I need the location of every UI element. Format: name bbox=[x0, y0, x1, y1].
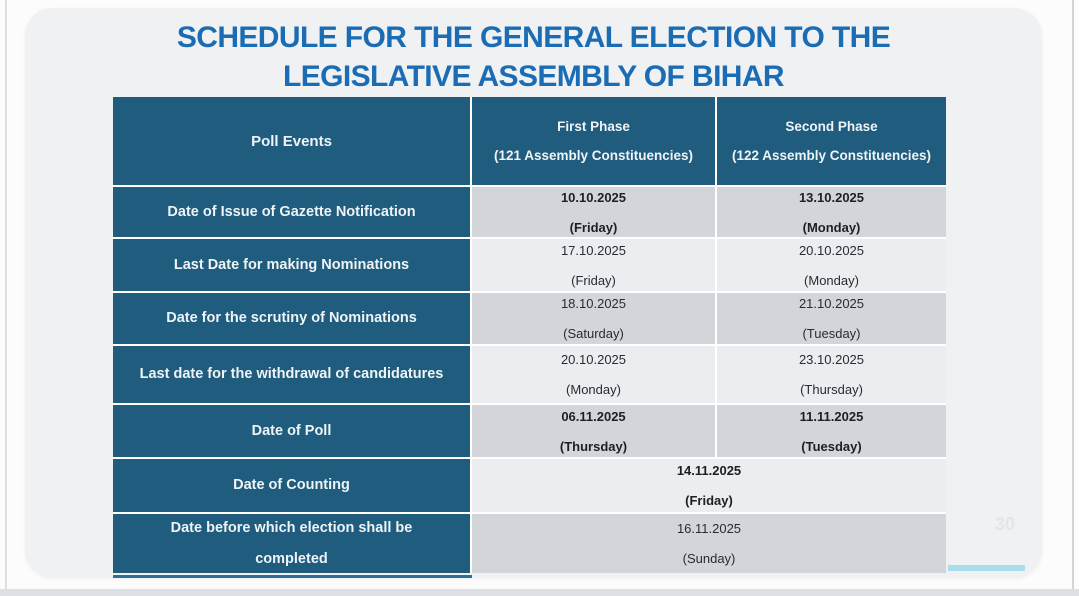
value-date: 21.10.2025 bbox=[798, 296, 865, 311]
phase1-value-cell: 17.10.2025 (Friday) bbox=[472, 239, 715, 291]
row-label: Date of Counting bbox=[233, 477, 350, 493]
row-label: Last Date for making Nominations bbox=[173, 256, 410, 273]
value-day: (Tuesday) bbox=[801, 438, 862, 454]
window-bottom-band bbox=[0, 589, 1079, 596]
value-day: (Sunday) bbox=[682, 551, 736, 566]
row-label: Last date for the withdrawal of candidat… bbox=[139, 366, 444, 382]
header-cell-poll-events: Poll Events bbox=[113, 97, 470, 185]
header-phase-constituencies: (122 Assembly Constituencies) bbox=[731, 148, 932, 163]
presentation-slide: SCHEDULE FOR THE GENERAL ELECTION TO THE… bbox=[25, 8, 1042, 578]
phase2-value-cell: 13.10.2025 (Monday) bbox=[717, 187, 946, 237]
header-cell-second-phase: Second Phase (122 Assembly Constituencie… bbox=[717, 97, 946, 185]
value-date: 18.10.2025 bbox=[560, 296, 627, 311]
value-day: (Monday) bbox=[802, 219, 861, 235]
value-date: 20.10.2025 bbox=[798, 242, 865, 258]
phase2-value-cell: 21.10.2025 (Tuesday) bbox=[717, 293, 946, 344]
phase2-value-cell: 23.10.2025 (Thursday) bbox=[717, 346, 946, 403]
phase2-value-cell: 11.11.2025 (Tuesday) bbox=[717, 405, 946, 457]
merged-value-cell: 16.11.2025 (Sunday) bbox=[472, 514, 946, 573]
value-date: 20.10.2025 bbox=[560, 352, 627, 367]
value-date: 23.10.2025 bbox=[798, 352, 865, 367]
value-day: (Friday) bbox=[571, 272, 616, 288]
header-phase-constituencies: (121 Assembly Constituencies) bbox=[493, 148, 694, 163]
slide-page-number: 30 bbox=[994, 514, 1016, 534]
phase1-value-cell: 10.10.2025 (Friday) bbox=[472, 187, 715, 237]
header-cell-first-phase: First Phase (121 Assembly Constituencies… bbox=[472, 97, 715, 185]
value-day: (Thursday) bbox=[559, 438, 628, 454]
value-day: (Thursday) bbox=[800, 382, 863, 397]
phase1-value-cell: 20.10.2025 (Monday) bbox=[472, 346, 715, 403]
value-day: (Monday) bbox=[566, 382, 621, 397]
page-title-line1: SCHEDULE FOR THE GENERAL ELECTION TO THE bbox=[176, 21, 891, 54]
row-label-cell: Date before which election shall be comp… bbox=[113, 514, 470, 573]
row-label: Date of Issue of Gazette Notification bbox=[167, 203, 416, 220]
value-date: 17.10.2025 bbox=[560, 242, 627, 258]
phase1-value-cell: 18.10.2025 (Saturday) bbox=[472, 293, 715, 344]
value-day: (Friday) bbox=[685, 493, 733, 508]
row-label-cell: Date of Poll bbox=[113, 405, 470, 457]
table-bottom-edge-line bbox=[113, 575, 472, 578]
value-date: 16.11.2025 bbox=[676, 521, 742, 536]
value-day: (Saturday) bbox=[563, 326, 624, 341]
page-title: SCHEDULE FOR THE GENERAL ELECTION TO THE… bbox=[25, 18, 1042, 96]
row-label: Date for the scrutiny of Nominations bbox=[166, 310, 417, 326]
merged-value-cell: 14.11.2025 (Friday) bbox=[472, 459, 946, 512]
value-date: 11.11.2025 bbox=[799, 408, 864, 424]
row-label-cell: Date of Issue of Gazette Notification bbox=[113, 187, 470, 237]
value-day: (Monday) bbox=[804, 272, 859, 288]
header-phase-name: Second Phase bbox=[785, 119, 878, 134]
value-date: 06.11.2025 bbox=[561, 408, 626, 424]
row-label-cell: Date of Counting bbox=[113, 459, 470, 512]
value-date: 10.10.2025 bbox=[560, 189, 627, 205]
slide-accent-bar bbox=[948, 565, 1025, 571]
value-date: 14.11.2025 bbox=[676, 463, 742, 478]
row-label: Date of Poll bbox=[251, 422, 332, 439]
row-label-cell: Date for the scrutiny of Nominations bbox=[113, 293, 470, 344]
row-label-cell: Last date for the withdrawal of candidat… bbox=[113, 346, 470, 403]
phase2-value-cell: 20.10.2025 (Monday) bbox=[717, 239, 946, 291]
row-label-cell: Last Date for making Nominations bbox=[113, 239, 470, 291]
page-title-line2: LEGISLATIVE ASSEMBLY OF BIHAR bbox=[283, 60, 785, 93]
window-right-edge-line bbox=[1072, 0, 1074, 596]
header-phase-name: First Phase bbox=[557, 119, 630, 134]
election-schedule-table: Poll Events First Phase (121 Assembly Co… bbox=[113, 97, 946, 573]
phase1-value-cell: 06.11.2025 (Thursday) bbox=[472, 405, 715, 457]
row-label: Date before which election shall be comp… bbox=[170, 519, 413, 567]
value-day: (Friday) bbox=[569, 219, 618, 235]
value-date: 13.10.2025 bbox=[798, 189, 865, 205]
value-day: (Tuesday) bbox=[802, 326, 861, 341]
window-left-edge-line bbox=[5, 0, 7, 596]
header-label: Poll Events bbox=[251, 132, 332, 150]
